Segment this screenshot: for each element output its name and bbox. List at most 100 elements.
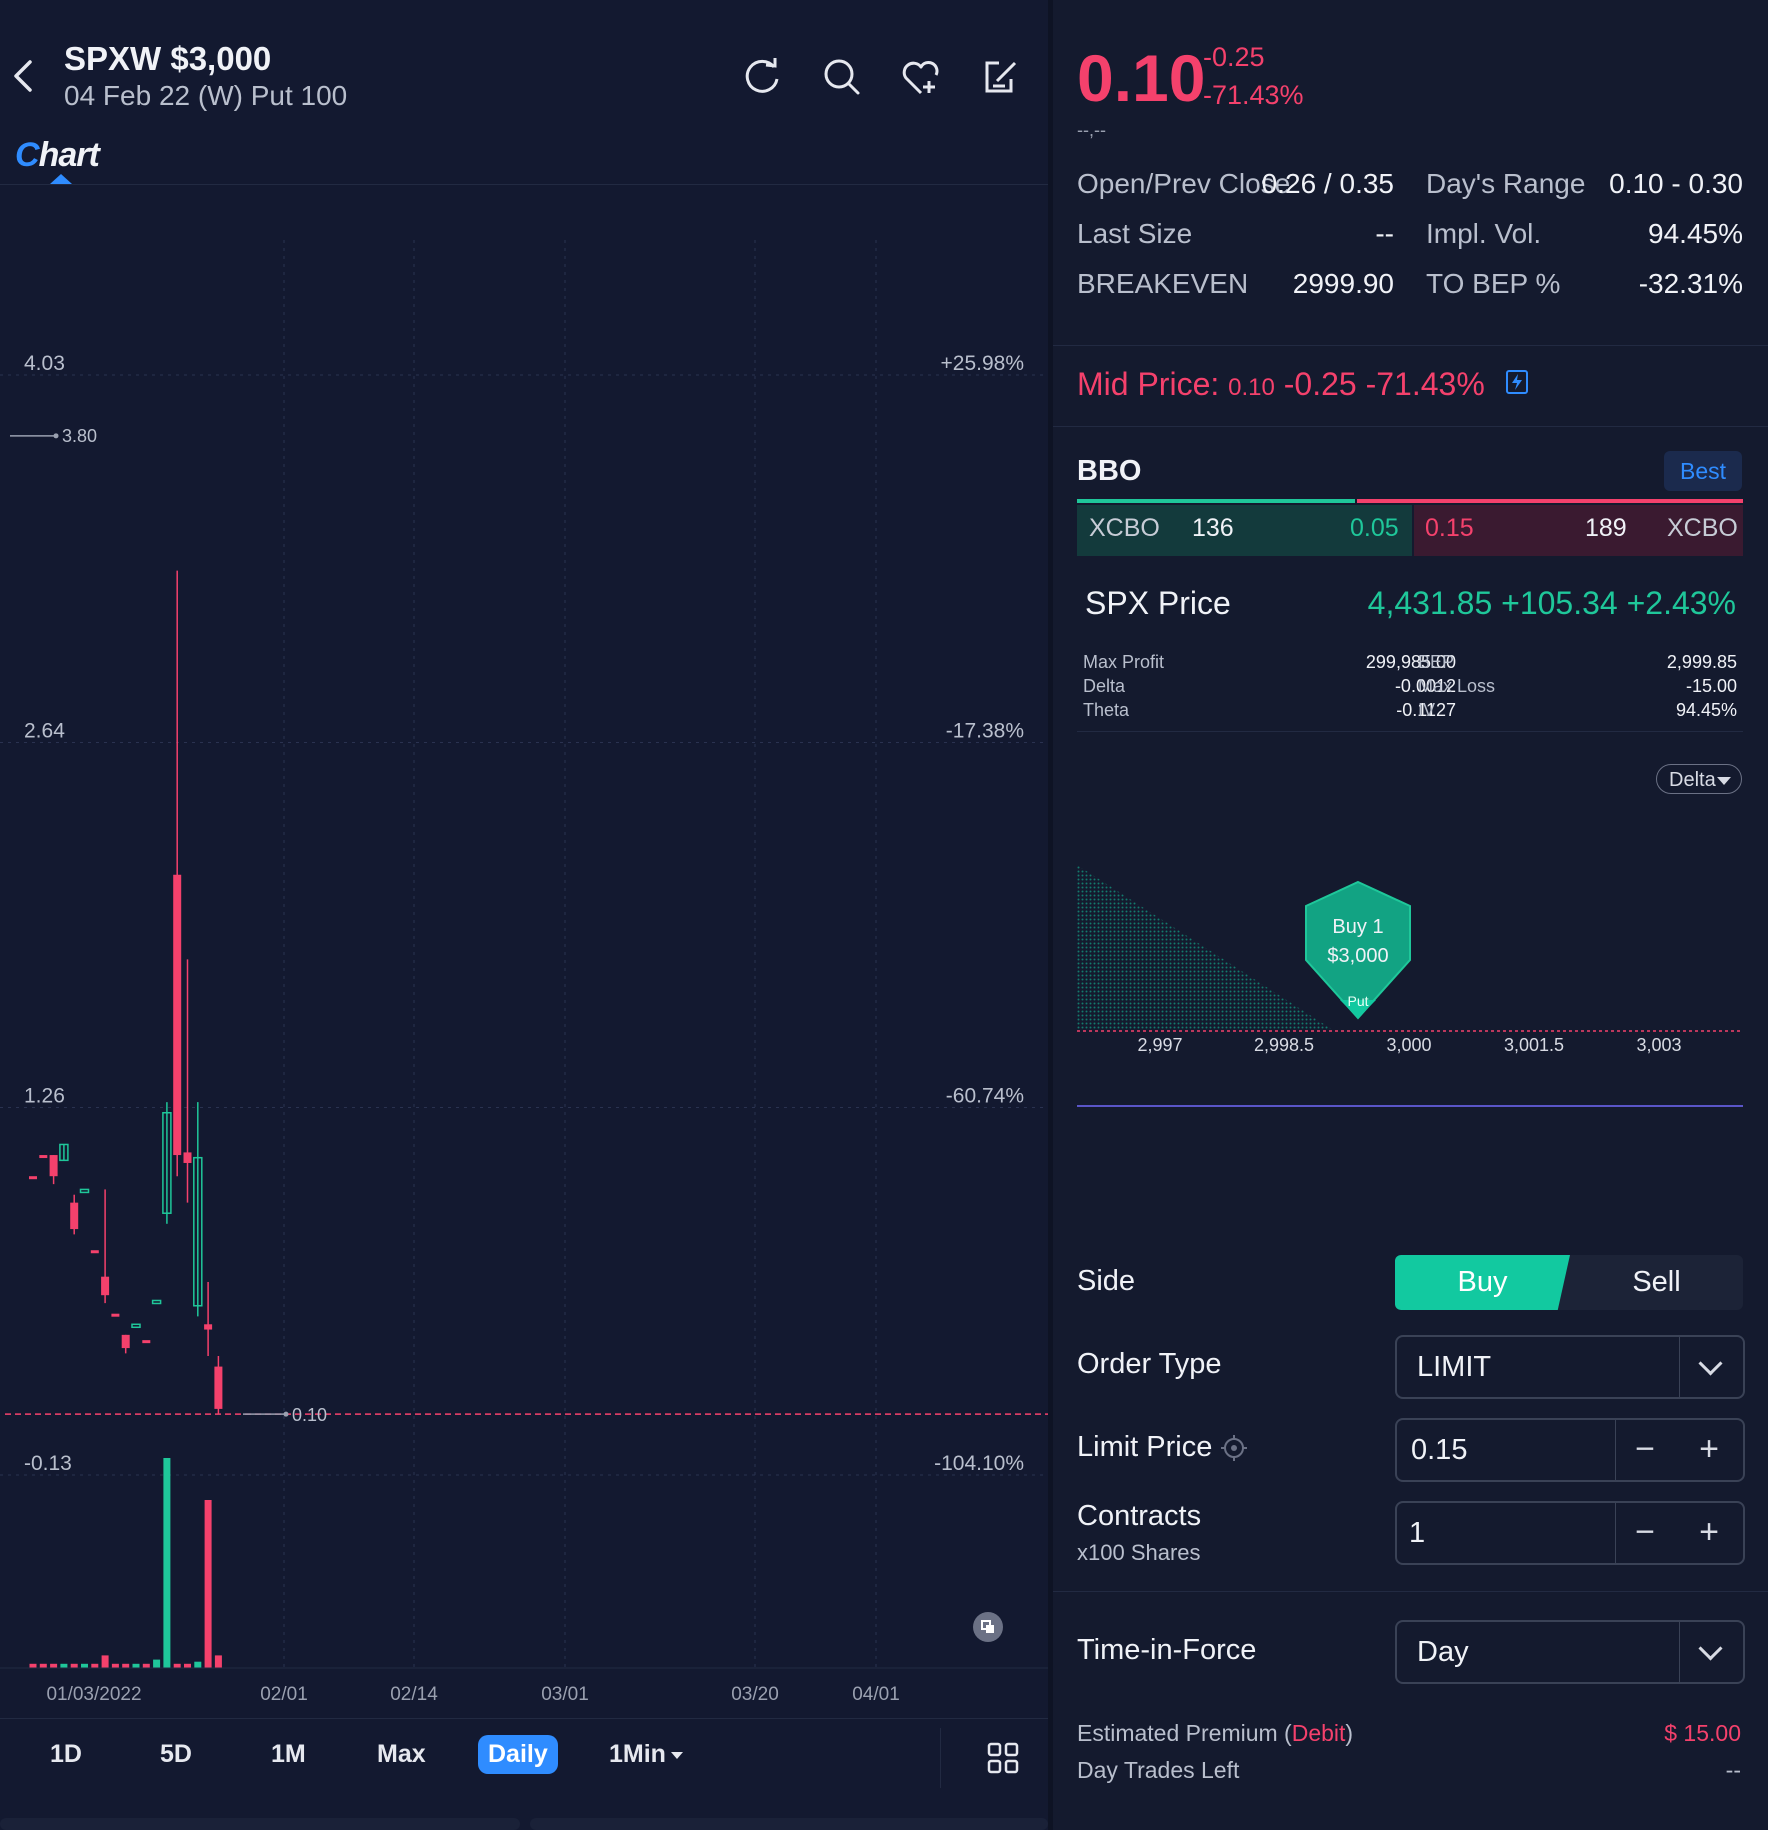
contracts-sublabel: x100 Shares	[1077, 1540, 1201, 1565]
select-divider	[1679, 1337, 1680, 1397]
volume-bar	[214, 1655, 222, 1668]
sell-button[interactable]: Sell	[1632, 1266, 1681, 1298]
candle-body	[111, 1313, 120, 1317]
decrement-button[interactable]: −	[1635, 1430, 1655, 1468]
limit-price-input[interactable]: 0.15 − +	[1395, 1418, 1745, 1482]
edit-icon[interactable]	[979, 55, 1023, 99]
candle-body	[101, 1276, 110, 1296]
payoff-x-label: 3,003	[1636, 1035, 1681, 1055]
order-panel: 0.10 -0.25 -71.43% --,-- Open/Prev Close…	[1053, 0, 1768, 1830]
ask-size: 189	[1585, 514, 1627, 542]
order-type-value: LIMIT	[1417, 1351, 1492, 1383]
greek-value-iv: 94.45%	[1675, 700, 1737, 720]
volume-bar	[153, 1659, 161, 1668]
form-divider	[1053, 1591, 1768, 1592]
timeframe-1min[interactable]: 1Min	[609, 1740, 683, 1769]
order-type-select[interactable]: LIMIT	[1395, 1335, 1745, 1399]
price-chart[interactable]: 4.03 +25.98% 2.64 -17.38% 1.26 -60.74% -0.13 -1…	[0, 185, 1048, 1715]
tif-value: Day	[1417, 1636, 1469, 1668]
volume-bar	[70, 1663, 78, 1668]
timeframe-divider	[940, 1728, 941, 1788]
candle-body	[29, 1176, 37, 1180]
greek-label-max-profit: Max Profit	[1083, 652, 1165, 672]
percent-axis-label: +25.98%	[941, 352, 1025, 375]
payoff-metric-dropdown[interactable]: Delta	[1656, 764, 1742, 794]
search-icon[interactable]	[820, 55, 864, 99]
increment-button[interactable]: +	[1699, 1513, 1719, 1551]
contracts-input[interactable]: 1 − +	[1395, 1501, 1745, 1565]
bbo-title: BBO	[1077, 455, 1142, 487]
decrement-button[interactable]: −	[1635, 1513, 1655, 1551]
target-icon[interactable]	[1220, 1434, 1248, 1462]
contract-subtitle: 04 Feb 22 (W) Put 100	[64, 80, 348, 111]
volume-bar	[184, 1663, 191, 1668]
heart-plus-icon[interactable]	[899, 55, 943, 99]
payoff-x-label: 3,000	[1386, 1035, 1431, 1055]
stat-label-breakeven: BREAKEVEN	[1077, 268, 1249, 299]
strike-badge-line1: Buy 1	[1332, 916, 1383, 938]
lightning-icon[interactable]	[1506, 370, 1528, 394]
stat-value-last-size: --	[1375, 218, 1394, 249]
buy-button[interactable]: Buy	[1395, 1255, 1570, 1310]
expand-chart-icon[interactable]	[973, 1612, 1003, 1642]
scrollbar-left[interactable]	[0, 1818, 520, 1830]
volume-bar	[29, 1663, 37, 1668]
chevron-down-icon	[1717, 777, 1731, 785]
strike-badge-tab	[1340, 1000, 1376, 1018]
day-trades-left-label: Day Trades Left	[1077, 1757, 1240, 1783]
timeframe-daily[interactable]: Daily	[478, 1735, 558, 1774]
refresh-icon[interactable]	[740, 55, 784, 99]
ask-bar	[1357, 499, 1743, 503]
candle-body	[151, 1299, 162, 1305]
stats-divider	[1053, 345, 1768, 346]
greek-label-max-loss: Max Loss	[1418, 676, 1496, 696]
candle-body	[214, 1366, 223, 1409]
timeframe-1m[interactable]: 1M	[271, 1740, 306, 1768]
tif-select[interactable]: Day	[1395, 1620, 1745, 1684]
candle-body	[59, 1143, 69, 1162]
candle-body	[49, 1155, 58, 1177]
greek-label-bep: BEP	[1418, 652, 1455, 672]
estimated-premium-value: $ 15.00	[1664, 1720, 1741, 1746]
last-price: 0.10	[1077, 41, 1206, 115]
chart-panel: SPXW $3,000 04 Feb 22 (W) Put 100 Chart …	[0, 40, 1048, 1830]
volume-bar	[194, 1661, 202, 1668]
x-axis-label: 02/01	[260, 1684, 308, 1705]
greek-label-theta: Theta	[1083, 700, 1130, 720]
strike-badge-type: Put	[1347, 993, 1368, 1009]
tab-chart[interactable]: Chart	[15, 136, 100, 174]
stat-value-breakeven: 2999.90	[1292, 268, 1394, 299]
chevron-down-icon	[1698, 1351, 1723, 1376]
ask-price[interactable]: 0.15	[1425, 514, 1474, 542]
x-axis-label: 01/03/2022	[46, 1684, 141, 1705]
x-axis-label: 03/01	[541, 1684, 589, 1705]
grid-icon[interactable]	[987, 1742, 1019, 1774]
stat-label-impl-vol: Impl. Vol.	[1426, 218, 1542, 249]
bid-size: 136	[1192, 514, 1234, 542]
contracts-value: 1	[1409, 1517, 1426, 1549]
stat-value-impl-vol: 94.45%	[1648, 218, 1743, 249]
best-button[interactable]: Best	[1664, 451, 1742, 491]
volume-bar	[39, 1663, 47, 1668]
timeframe-1d[interactable]: 1D	[50, 1740, 82, 1768]
increment-button[interactable]: +	[1699, 1430, 1719, 1468]
back-icon[interactable]	[10, 58, 38, 94]
candle-body	[121, 1334, 130, 1349]
timeframe-5d[interactable]: 5D	[160, 1740, 192, 1768]
percent-axis-label: -17.38%	[946, 720, 1024, 743]
stepper-divider	[1615, 1503, 1616, 1563]
bid-price[interactable]: 0.05	[1350, 514, 1399, 542]
greek-label-iv: IV	[1418, 700, 1436, 720]
stat-value-to-bep: -32.31%	[1638, 268, 1743, 299]
payoff-x-label: 3,001.5	[1504, 1035, 1564, 1055]
greek-value-delta: -0.0012	[1394, 676, 1456, 696]
scrollbar-right[interactable]	[530, 1818, 1048, 1830]
volume-bar	[173, 1663, 181, 1668]
candle-body	[39, 1155, 48, 1159]
payoff-x-label: 2,997	[1137, 1035, 1182, 1055]
price-change: -0.25	[1203, 42, 1265, 72]
chevron-down-icon	[1698, 1636, 1723, 1661]
candle-body	[162, 1111, 172, 1214]
spx-price-label: SPX Price	[1085, 585, 1231, 621]
timeframe-max[interactable]: Max	[377, 1740, 426, 1768]
